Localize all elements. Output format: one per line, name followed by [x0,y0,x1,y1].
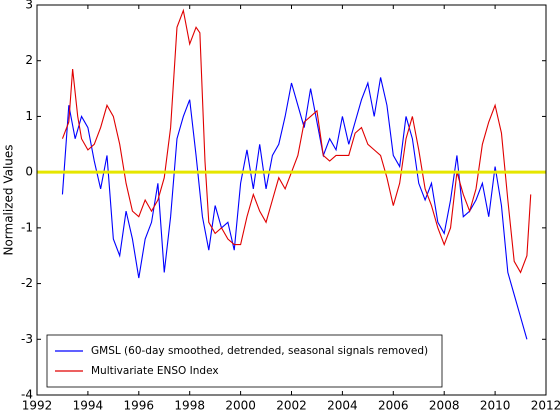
series-line [61,77,528,340]
y-tick-label: 1 [25,109,33,123]
y-axis-label: Normalized Values [2,144,16,255]
x-tick-label: 1996 [124,399,155,411]
x-tick-label: 2006 [378,399,409,411]
x-tick-label: 2010 [480,399,511,411]
plot-frame [36,4,547,396]
y-tick-label: -1 [21,220,33,234]
y-tick-label: -3 [21,332,33,346]
legend-label: Multivariate ENSO Index [91,365,219,377]
x-tick-label: 2004 [327,399,358,411]
legend: GMSL (60-day smoothed, detrended, season… [46,334,443,388]
x-tick-label: 2000 [225,399,256,411]
legend-box [46,334,443,388]
x-tick-label: 2002 [276,399,307,411]
y-tick-label: 3 [25,0,33,12]
x-tick-label: 1998 [174,399,205,411]
y-tick-label: -2 [21,276,33,290]
y-tick-label: 2 [25,53,33,67]
y-tick-label: 0 [25,165,33,179]
x-tick-label: 1994 [73,399,104,411]
x-tick-label: 1992 [22,399,53,411]
series-line [61,8,532,274]
x-tick-label: 2008 [429,399,460,411]
legend-label: GMSL (60-day smoothed, detrended, season… [91,345,428,357]
x-tick-label: 2012 [531,399,560,411]
y-tick-label: -4 [21,388,33,402]
